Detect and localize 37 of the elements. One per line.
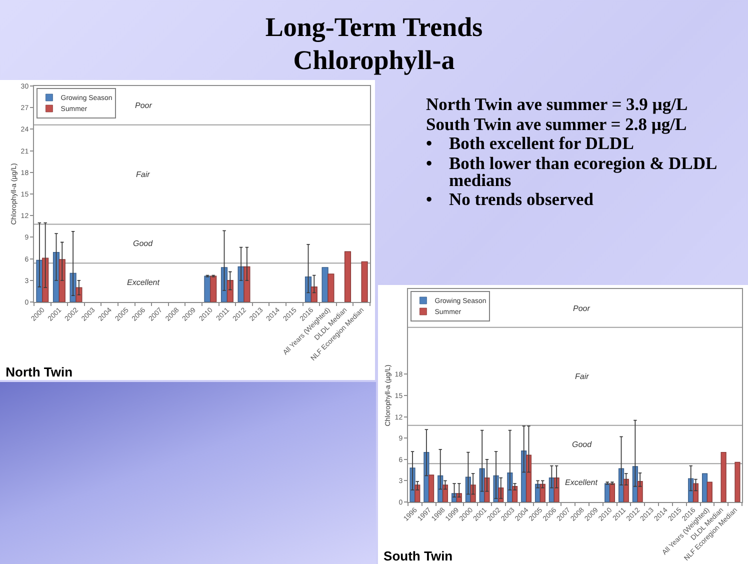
text: • No trends observed [426, 189, 595, 209]
bar [328, 274, 334, 302]
text: • Both lower than ecoregion & DLDL medians [426, 152, 718, 190]
text: North Twin [6, 364, 73, 380]
bar [210, 276, 217, 302]
bar [226, 280, 234, 302]
bar [734, 462, 740, 502]
bar [414, 484, 420, 502]
bar [244, 266, 250, 302]
annotation: Good [133, 239, 154, 248]
bar [623, 478, 629, 502]
text: South Twin [384, 548, 453, 564]
bar [637, 481, 643, 502]
bar [692, 483, 699, 502]
bar [706, 482, 712, 502]
bar [702, 473, 708, 502]
text: • Both excellent for DLDL [426, 133, 635, 153]
bar [361, 261, 368, 302]
annotation: Fair [575, 372, 590, 381]
bar [609, 483, 616, 502]
annotation: Fair [136, 170, 150, 179]
text: Long-Term Trends Chlorophyll-a [264, 11, 484, 77]
annotation: Excellent [127, 278, 160, 287]
text: South Twin ave summer = 2.8 µg/L [426, 114, 688, 134]
bar [526, 454, 532, 502]
bar [720, 452, 726, 502]
annotation: Poor [573, 304, 590, 313]
annotation: Good [572, 440, 592, 449]
bar [58, 259, 66, 302]
text: North Twin ave summer = 3.9 µg/L [426, 94, 689, 114]
annotation: Poor [135, 101, 152, 110]
bar [344, 251, 352, 302]
bar [540, 484, 546, 502]
annotation: Excellent [565, 478, 598, 487]
bar [512, 486, 518, 502]
bar [442, 484, 448, 502]
bar [428, 474, 434, 502]
